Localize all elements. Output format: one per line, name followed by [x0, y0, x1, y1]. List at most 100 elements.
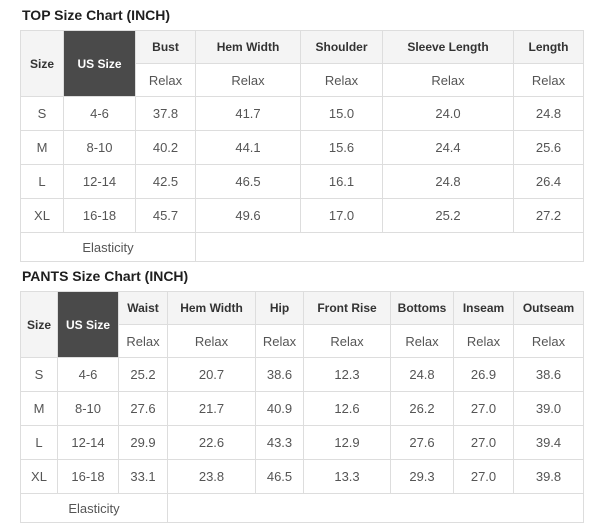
empty-cell [195, 232, 584, 262]
value-cell: 23.8 [167, 459, 256, 494]
value-cell: 12.9 [303, 425, 391, 460]
value-cell: 24.8 [382, 164, 514, 199]
value-cell: 24.8 [390, 357, 454, 392]
value-cell: 26.2 [390, 391, 454, 426]
value-cell: 12.3 [303, 357, 391, 392]
fit-cell: Relax [453, 324, 514, 358]
top-size-table: Size US Size Bust Hem Width Shoulder Sle… [20, 30, 584, 262]
size-cell: XL [20, 198, 64, 233]
us-size-cell: 12-14 [57, 425, 119, 460]
size-cell: L [20, 425, 58, 460]
value-cell: 24.8 [513, 96, 584, 131]
fit-cell: Relax [167, 324, 256, 358]
value-cell: 21.7 [167, 391, 256, 426]
column-header-hem-width: Hem Width [195, 30, 301, 64]
value-cell: 27.6 [390, 425, 454, 460]
value-cell: 33.1 [118, 459, 168, 494]
us-size-cell: 16-18 [63, 198, 136, 233]
value-cell: 16.1 [300, 164, 383, 199]
value-cell: 17.0 [300, 198, 383, 233]
us-size-cell: 12-14 [63, 164, 136, 199]
us-size-column-header: US Size [57, 291, 119, 358]
column-header-hip: Hip [255, 291, 304, 325]
value-cell: 29.9 [118, 425, 168, 460]
value-cell: 26.9 [453, 357, 514, 392]
fit-cell: Relax [195, 63, 301, 97]
value-cell: 44.1 [195, 130, 301, 165]
value-cell: 29.3 [390, 459, 454, 494]
fit-cell: Relax [390, 324, 454, 358]
value-cell: 46.5 [255, 459, 304, 494]
value-cell: 27.0 [453, 425, 514, 460]
value-cell: 27.0 [453, 459, 514, 494]
empty-cell [167, 493, 584, 523]
value-cell: 39.4 [513, 425, 584, 460]
column-header-length: Length [513, 30, 584, 64]
elasticity-cell: Elasticity [20, 493, 168, 523]
size-cell: M [20, 130, 64, 165]
value-cell: 45.7 [135, 198, 196, 233]
size-cell: S [20, 96, 64, 131]
value-cell: 13.3 [303, 459, 391, 494]
value-cell: 49.6 [195, 198, 301, 233]
value-cell: 42.5 [135, 164, 196, 199]
fit-cell: Relax [255, 324, 304, 358]
us-size-cell: 4-6 [57, 357, 119, 392]
value-cell: 22.6 [167, 425, 256, 460]
value-cell: 26.4 [513, 164, 584, 199]
table-row: M 8-10 27.6 21.7 40.9 12.6 26.2 27.0 39.… [20, 391, 584, 426]
value-cell: 39.8 [513, 459, 584, 494]
column-header-hem-width: Hem Width [167, 291, 256, 325]
value-cell: 15.6 [300, 130, 383, 165]
value-cell: 12.6 [303, 391, 391, 426]
us-size-cell: 4-6 [63, 96, 136, 131]
fit-cell: Relax [118, 324, 168, 358]
value-cell: 24.4 [382, 130, 514, 165]
column-header-bust: Bust [135, 30, 196, 64]
fit-cell: Relax [300, 63, 383, 97]
value-cell: 15.0 [300, 96, 383, 131]
size-cell: XL [20, 459, 58, 494]
fit-cell: Relax [303, 324, 391, 358]
size-cell: L [20, 164, 64, 199]
column-header-inseam: Inseam [453, 291, 514, 325]
table-row: L 12-14 29.9 22.6 43.3 12.9 27.6 27.0 39… [20, 425, 584, 460]
value-cell: 25.6 [513, 130, 584, 165]
value-cell: 27.6 [118, 391, 168, 426]
value-cell: 25.2 [382, 198, 514, 233]
column-header-sleeve-length: Sleeve Length [382, 30, 514, 64]
value-cell: 43.3 [255, 425, 304, 460]
us-size-cell: 8-10 [57, 391, 119, 426]
elasticity-cell: Elasticity [20, 232, 196, 262]
value-cell: 40.9 [255, 391, 304, 426]
column-header-bottoms: Bottoms [390, 291, 454, 325]
elasticity-row: Elasticity [20, 493, 584, 523]
column-header-front-rise: Front Rise [303, 291, 391, 325]
table-header-row: Size US Size Waist Hem Width Hip Front R… [20, 291, 584, 358]
size-column-header: Size [20, 291, 58, 358]
pants-chart-title: PANTS Size Chart (INCH) [22, 268, 189, 284]
value-cell: 40.2 [135, 130, 196, 165]
us-size-column-header: US Size [63, 30, 136, 97]
us-size-cell: 16-18 [57, 459, 119, 494]
fit-row: Relax Relax Relax Relax Relax [21, 63, 584, 97]
fit-cell: Relax [135, 63, 196, 97]
column-header-shoulder: Shoulder [300, 30, 383, 64]
pants-size-table: Size US Size Waist Hem Width Hip Front R… [20, 291, 584, 523]
table-row: XL 16-18 45.7 49.6 17.0 25.2 27.2 [20, 198, 584, 233]
value-cell: 37.8 [135, 96, 196, 131]
value-cell: 38.6 [255, 357, 304, 392]
table-row: S 4-6 37.8 41.7 15.0 24.0 24.8 [20, 96, 584, 131]
fit-cell: Relax [513, 63, 584, 97]
fit-cell: Relax [382, 63, 514, 97]
column-header-waist: Waist [118, 291, 168, 325]
column-header-outseam: Outseam [513, 291, 584, 325]
value-cell: 20.7 [167, 357, 256, 392]
size-column-header: Size [20, 30, 64, 97]
value-cell: 38.6 [513, 357, 584, 392]
value-cell: 25.2 [118, 357, 168, 392]
table-row: L 12-14 42.5 46.5 16.1 24.8 26.4 [20, 164, 584, 199]
value-cell: 27.0 [453, 391, 514, 426]
fit-row: Relax Relax Relax Relax Relax Relax Rela… [21, 324, 584, 358]
